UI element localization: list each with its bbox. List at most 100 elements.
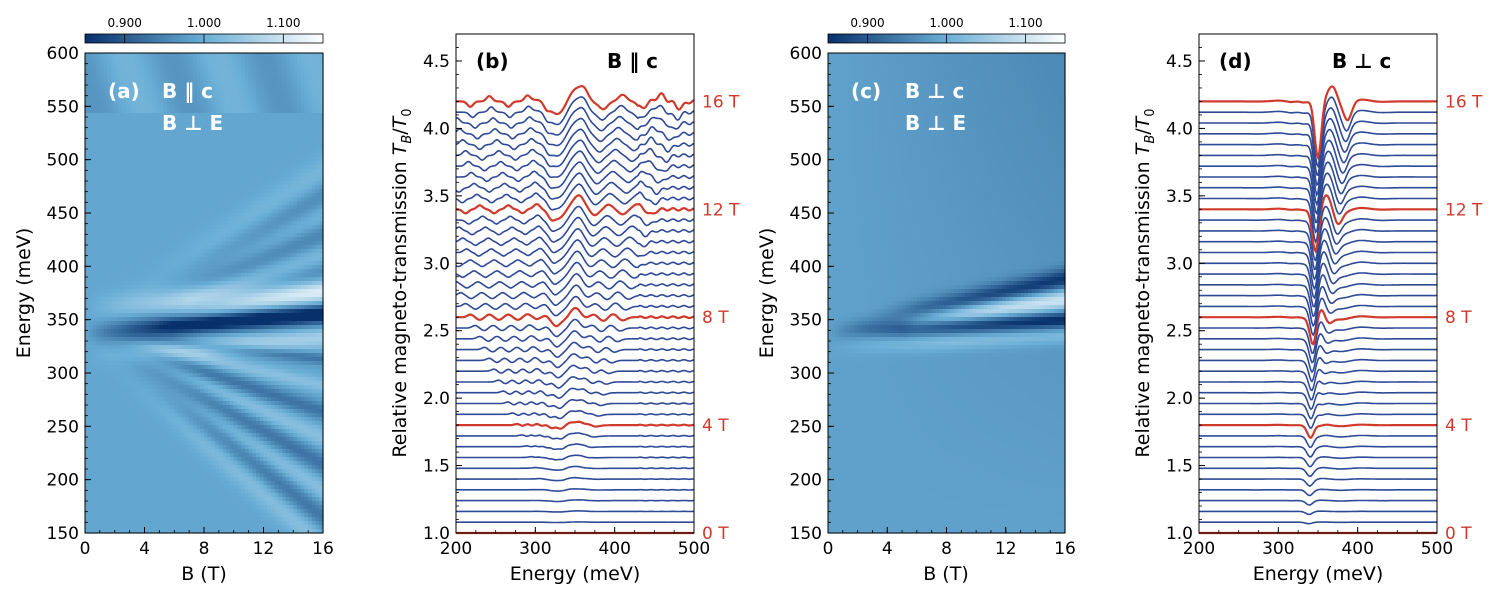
heatmap-cell xyxy=(107,381,112,386)
heatmap-cell xyxy=(96,277,101,282)
heatmap-cell xyxy=(215,85,220,90)
heatmap-cell xyxy=(211,117,216,122)
heatmap-cell xyxy=(111,345,116,350)
heatmap-cell xyxy=(137,425,142,430)
heatmap-cell xyxy=(103,365,108,370)
heatmap-cell xyxy=(88,225,94,230)
heatmap-cell xyxy=(222,385,227,390)
heatmap-cell xyxy=(140,341,146,346)
heatmap-cell xyxy=(222,165,227,170)
heatmap-cell xyxy=(174,229,179,234)
heatmap-cell xyxy=(133,409,138,414)
heatmap-cell xyxy=(170,181,175,186)
heatmap-cell xyxy=(218,137,224,142)
heatmap-cell xyxy=(99,281,105,286)
heatmap-cell xyxy=(155,217,160,222)
heatmap-cell xyxy=(114,173,120,178)
heatmap-cell xyxy=(222,405,227,410)
heatmap-cell xyxy=(189,357,194,362)
heatmap-cell xyxy=(233,389,239,394)
heatmap-cell xyxy=(174,257,179,262)
heatmap-cell xyxy=(122,129,127,134)
heatmap-cell xyxy=(177,289,183,294)
heatmap-cell xyxy=(129,373,134,378)
heatmap-cell xyxy=(170,221,175,226)
heatmap-cell xyxy=(125,229,131,234)
heatmap-cell xyxy=(88,249,94,254)
heatmap-cell xyxy=(125,193,131,198)
heatmap-cell xyxy=(222,237,227,242)
heatmap-cell xyxy=(159,177,164,182)
heatmap-cell xyxy=(159,333,164,338)
heatmap-cell xyxy=(211,221,216,226)
heatmap-cell xyxy=(140,281,146,286)
heatmap-cell xyxy=(177,449,183,454)
heatmap-cell xyxy=(85,265,90,270)
heatmap-cell xyxy=(133,517,138,522)
heatmap-cell xyxy=(133,61,138,66)
heatmap-cell xyxy=(99,129,105,134)
heatmap-cell xyxy=(88,365,94,370)
heatmap-cell xyxy=(233,497,239,502)
heatmap-cell xyxy=(226,377,231,382)
heatmap-cell xyxy=(189,217,194,222)
heatmap-cell xyxy=(103,97,108,102)
heatmap-cell xyxy=(111,481,116,486)
heatmap-cell xyxy=(96,269,101,274)
heatmap-cell xyxy=(107,477,112,482)
heatmap-cell xyxy=(144,501,149,506)
heatmap-cell xyxy=(230,149,235,154)
heatmap-cell xyxy=(140,249,146,254)
heatmap-cell xyxy=(88,449,94,454)
heatmap-cell xyxy=(181,413,187,418)
heatmap-cell xyxy=(155,341,160,346)
heatmap-cell xyxy=(170,333,175,338)
heatmap-cell xyxy=(159,497,164,502)
heatmap-cell xyxy=(177,481,183,486)
heatmap-cell xyxy=(133,369,138,374)
heatmap-cell xyxy=(196,93,201,98)
heatmap-cell xyxy=(189,381,194,386)
heatmap-cell xyxy=(92,433,97,438)
heatmap-cell xyxy=(129,409,134,414)
heatmap-cell xyxy=(204,421,209,426)
heatmap-cell xyxy=(85,385,90,390)
heatmap-cell xyxy=(177,237,183,242)
heatmap-cell xyxy=(151,317,157,322)
heatmap-cell xyxy=(140,337,146,342)
heatmap-cell xyxy=(211,133,216,138)
heatmap-cell xyxy=(181,257,187,262)
heatmap-cell xyxy=(133,289,138,294)
heatmap-cell xyxy=(129,121,134,126)
heatmap-cell xyxy=(181,433,187,438)
heatmap-cell xyxy=(85,313,90,318)
heatmap-cell xyxy=(200,117,205,122)
heatmap-cell xyxy=(192,385,198,390)
heatmap-cell xyxy=(99,453,105,458)
heatmap-cell xyxy=(170,237,175,242)
heatmap-cell xyxy=(189,417,194,422)
heatmap-cell xyxy=(92,101,97,106)
heatmap-cell xyxy=(230,101,235,106)
heatmap-cell xyxy=(233,97,239,102)
heatmap-cell xyxy=(137,393,142,398)
heatmap-cell xyxy=(163,153,168,158)
heatmap-cell xyxy=(166,521,172,526)
heatmap-cell xyxy=(103,389,108,394)
heatmap-cell xyxy=(122,117,127,122)
heatmap-cell xyxy=(207,373,213,378)
heatmap-cell xyxy=(122,273,127,278)
heatmap-cell xyxy=(92,81,97,86)
heatmap-cell xyxy=(207,345,213,350)
heatmap-cell xyxy=(189,129,194,134)
heatmap-cell xyxy=(144,285,149,290)
heatmap-cell xyxy=(85,409,90,414)
heatmap-cell xyxy=(222,325,227,330)
heatmap-cell xyxy=(204,205,209,210)
heatmap-cell xyxy=(85,257,90,262)
heatmap-cell xyxy=(111,301,116,306)
heatmap-cell xyxy=(226,81,231,86)
heatmap-cell xyxy=(111,365,116,370)
heatmap-cell xyxy=(204,437,209,442)
heatmap-cell xyxy=(133,181,138,186)
